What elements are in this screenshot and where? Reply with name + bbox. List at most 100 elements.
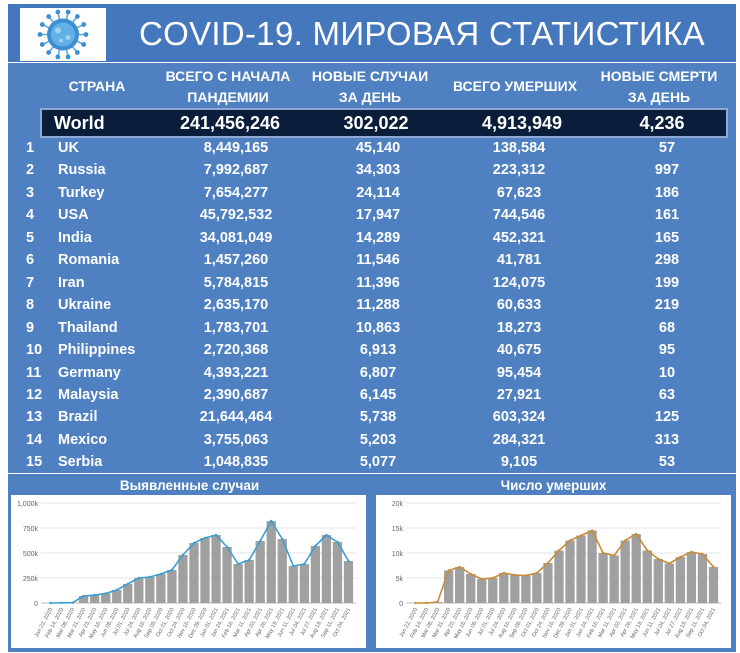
bar [587, 531, 596, 604]
data-point [547, 562, 549, 564]
new-cases-cell: 17,947 [308, 204, 448, 226]
y-tick-label: 250k [23, 576, 39, 583]
header-total-cases-line1: ВСЕГО С НАЧАЛА [148, 66, 308, 87]
data-point [591, 529, 593, 531]
logo-box [20, 8, 106, 61]
total-cases-cell: 7,992,687 [156, 159, 316, 181]
header-new-deaths: НОВЫЕ СМЕРТИ ЗА ДЕНЬ [584, 66, 734, 108]
total-deaths-cell: 603,324 [444, 406, 594, 428]
total-cases-cell: 21,644,464 [156, 406, 316, 428]
total-deaths-cell: 40,675 [444, 339, 594, 361]
y-tick-label: 0 [399, 601, 403, 608]
data-point [270, 520, 272, 522]
new-deaths-cell: 125 [592, 406, 740, 428]
rank-cell: 7 [26, 272, 54, 294]
data-point [657, 558, 659, 560]
header-new-cases: НОВЫЕ СЛУЧАИ ЗА ДЕНЬ [300, 66, 440, 108]
bar [632, 534, 641, 603]
data-point [93, 594, 95, 596]
data-point [314, 545, 316, 547]
data-point [248, 559, 250, 561]
total-deaths-cell: 138,584 [444, 137, 594, 159]
data-point [127, 583, 129, 585]
new-cases-cell: 5,077 [308, 451, 448, 473]
total-cases-cell: 4,393,221 [156, 362, 316, 384]
bar [676, 557, 685, 603]
rank-cell: 4 [26, 204, 54, 226]
bar [167, 570, 176, 603]
new-cases-cell: 5,738 [308, 406, 448, 428]
data-point [481, 578, 483, 580]
data-point [116, 589, 118, 591]
rank-cell: 6 [26, 249, 54, 271]
y-tick-label: 0 [34, 601, 38, 608]
bar [267, 521, 276, 603]
bar [510, 575, 519, 603]
data-point [82, 595, 84, 597]
rank-cell: 5 [26, 227, 54, 249]
data-point [558, 549, 560, 551]
data-point [138, 577, 140, 579]
bar [643, 551, 652, 604]
bar [322, 535, 331, 603]
new-cases-cell: 6,913 [308, 339, 448, 361]
new-deaths-cell: 63 [592, 384, 740, 406]
header-new-deaths-line2: ЗА ДЕНЬ [584, 87, 734, 108]
header-total-deaths-label: ВСЕГО УМЕРШИХ [440, 76, 590, 97]
total-cases-cell: 3,755,063 [156, 429, 316, 451]
data-point [336, 541, 338, 543]
rank-cell: 13 [26, 406, 54, 428]
new-deaths-cell: 997 [592, 159, 740, 181]
header-total-cases-line2: ПАНДЕМИИ [148, 87, 308, 108]
new-deaths-cell: 95 [592, 339, 740, 361]
bar [145, 577, 154, 603]
bar [709, 567, 718, 603]
data-point [514, 574, 516, 576]
data-point [602, 552, 604, 554]
data-point [712, 566, 714, 568]
bar [156, 574, 165, 603]
data-point [60, 602, 62, 604]
y-tick-label: 500k [23, 551, 39, 558]
header-total-cases: ВСЕГО С НАЧАЛА ПАНДЕМИИ [148, 66, 308, 108]
bar [477, 579, 486, 603]
rank-cell: 15 [26, 451, 54, 473]
data-point [458, 566, 460, 568]
total-deaths-cell: 284,321 [444, 429, 594, 451]
total-deaths-cell: 223,312 [444, 159, 594, 181]
bar [200, 538, 209, 603]
data-point [690, 551, 692, 553]
total-cases-cell: 1,048,835 [156, 451, 316, 473]
bar [698, 554, 707, 603]
total-cases-cell: 2,720,368 [156, 339, 316, 361]
new-deaths-cell: 53 [592, 451, 740, 473]
virus-icon [20, 8, 106, 61]
data-point [292, 565, 294, 567]
data-point [525, 574, 527, 576]
data-point [71, 602, 73, 604]
data-point [569, 539, 571, 541]
y-tick-label: 5k [396, 576, 404, 583]
bar [333, 542, 342, 603]
new-cases-cell: 11,288 [308, 294, 448, 316]
world-new-deaths: 4,236 [587, 110, 737, 136]
new-cases-cell: 10,863 [308, 317, 448, 339]
new-deaths-cell: 165 [592, 227, 740, 249]
total-deaths-cell: 41,781 [444, 249, 594, 271]
data-point [325, 534, 327, 536]
rank-cell: 1 [26, 137, 54, 159]
data-point [635, 533, 637, 535]
rank-cell: 11 [26, 362, 54, 384]
data-point [425, 602, 427, 604]
new-deaths-cell: 186 [592, 182, 740, 204]
world-row: World 241,456,246 302,022 4,913,949 4,23… [40, 108, 728, 138]
bar [123, 584, 132, 603]
data-point [171, 569, 173, 571]
bar [245, 560, 254, 603]
